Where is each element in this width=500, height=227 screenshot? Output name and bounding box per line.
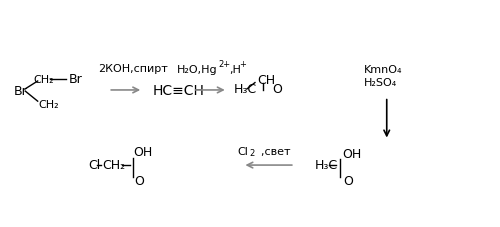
- Text: ,свет: ,свет: [254, 147, 290, 157]
- Text: KmnO₄: KmnO₄: [364, 65, 403, 75]
- Text: O: O: [134, 175, 144, 188]
- Text: OH: OH: [342, 148, 361, 161]
- Text: 2КОН,спирт: 2КОН,спирт: [98, 64, 168, 74]
- Text: H₃C: H₃C: [314, 159, 338, 172]
- Text: Cl: Cl: [88, 159, 101, 172]
- Text: 2+: 2+: [218, 60, 230, 69]
- Text: 2: 2: [249, 149, 254, 158]
- Text: O: O: [272, 84, 282, 96]
- Text: OH: OH: [133, 146, 152, 159]
- Text: Cl: Cl: [238, 147, 248, 157]
- Text: ,H: ,H: [229, 65, 241, 75]
- Text: +: +: [240, 60, 246, 69]
- Text: CH₂: CH₂: [34, 75, 54, 85]
- Text: HC≡CH: HC≡CH: [153, 84, 205, 98]
- Text: CH₂: CH₂: [38, 99, 60, 110]
- Text: CH: CH: [258, 74, 276, 87]
- Text: Br: Br: [68, 73, 82, 86]
- Text: O: O: [344, 175, 353, 188]
- Text: Br: Br: [14, 85, 28, 98]
- Text: H₂SO₄: H₂SO₄: [364, 78, 398, 88]
- Text: H₂O,Hg: H₂O,Hg: [177, 65, 218, 75]
- Text: H₃C: H₃C: [234, 84, 257, 96]
- Text: CH₂: CH₂: [102, 159, 126, 172]
